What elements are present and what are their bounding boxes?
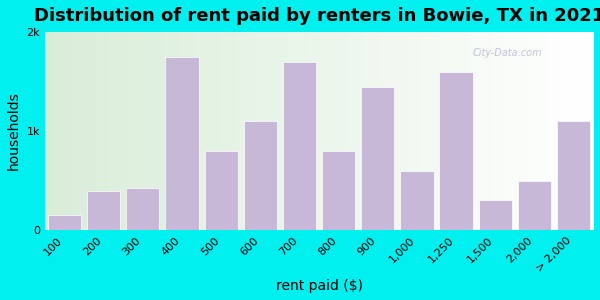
Bar xyxy=(87,190,121,230)
Bar xyxy=(126,188,160,230)
Bar xyxy=(322,151,355,230)
X-axis label: rent paid ($): rent paid ($) xyxy=(275,279,362,293)
Bar xyxy=(479,200,512,230)
Bar xyxy=(400,171,434,230)
Y-axis label: households: households xyxy=(7,92,21,170)
Bar xyxy=(557,121,590,230)
Bar xyxy=(439,72,473,230)
Bar xyxy=(244,121,277,230)
Text: City-Data.com: City-Data.com xyxy=(472,48,542,58)
Bar xyxy=(205,151,238,230)
Bar xyxy=(518,181,551,230)
Bar xyxy=(166,57,199,230)
Bar xyxy=(48,215,81,230)
Bar xyxy=(283,62,316,230)
Bar xyxy=(361,86,394,230)
Title: Distribution of rent paid by renters in Bowie, TX in 2021: Distribution of rent paid by renters in … xyxy=(34,7,600,25)
